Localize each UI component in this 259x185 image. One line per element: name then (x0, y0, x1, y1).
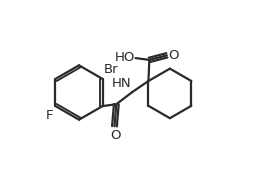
Text: HN: HN (111, 78, 131, 90)
Text: O: O (110, 129, 121, 142)
Text: Br: Br (103, 63, 118, 76)
Text: O: O (169, 49, 179, 62)
Text: F: F (46, 109, 54, 122)
Text: HO: HO (114, 51, 135, 64)
